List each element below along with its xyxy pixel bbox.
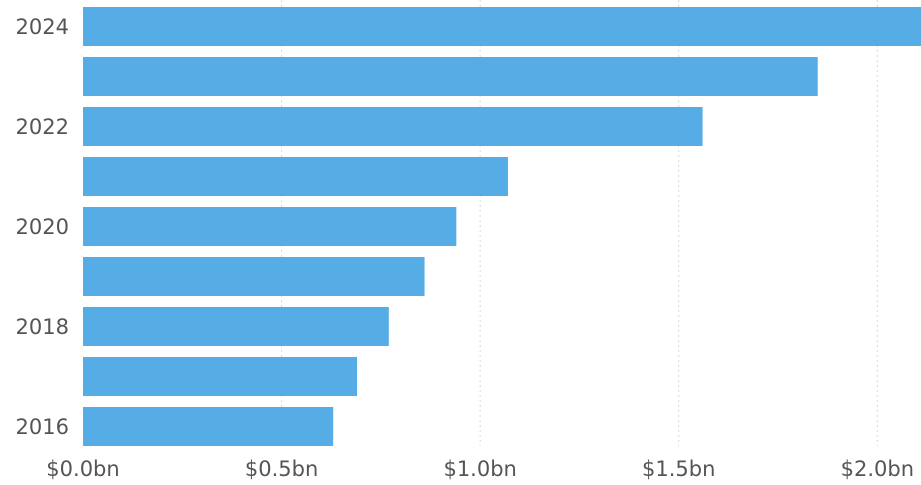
x-tick-label: $1.5bn xyxy=(642,457,715,481)
bar-2021 xyxy=(83,157,508,196)
x-tick-label: $1.0bn xyxy=(443,457,516,481)
y-tick-label: 2016 xyxy=(16,415,69,439)
bar-2017 xyxy=(83,357,358,396)
bar-2019 xyxy=(83,257,425,296)
bar-2016 xyxy=(83,407,334,446)
y-tick-label: 2020 xyxy=(16,215,69,239)
y-tick-label: 2018 xyxy=(16,315,69,339)
x-tick-label: $0.0bn xyxy=(46,457,119,481)
bars xyxy=(83,7,921,446)
y-axis-labels: 2024 2022 2020 2018 2016 xyxy=(16,15,69,439)
bar-2018 xyxy=(83,307,389,346)
bar-2020 xyxy=(83,207,457,246)
x-tick-label: $0.5bn xyxy=(245,457,318,481)
bar-2022 xyxy=(83,107,703,146)
y-tick-label: 2024 xyxy=(16,15,69,39)
x-tick-label: $2.0bn xyxy=(841,457,914,481)
x-axis-labels: $0.0bn $0.5bn $1.0bn $1.5bn $2.0bn xyxy=(46,457,914,481)
bar-2023 xyxy=(83,57,818,96)
bar-2024 xyxy=(83,7,921,46)
y-tick-label: 2022 xyxy=(16,115,69,139)
